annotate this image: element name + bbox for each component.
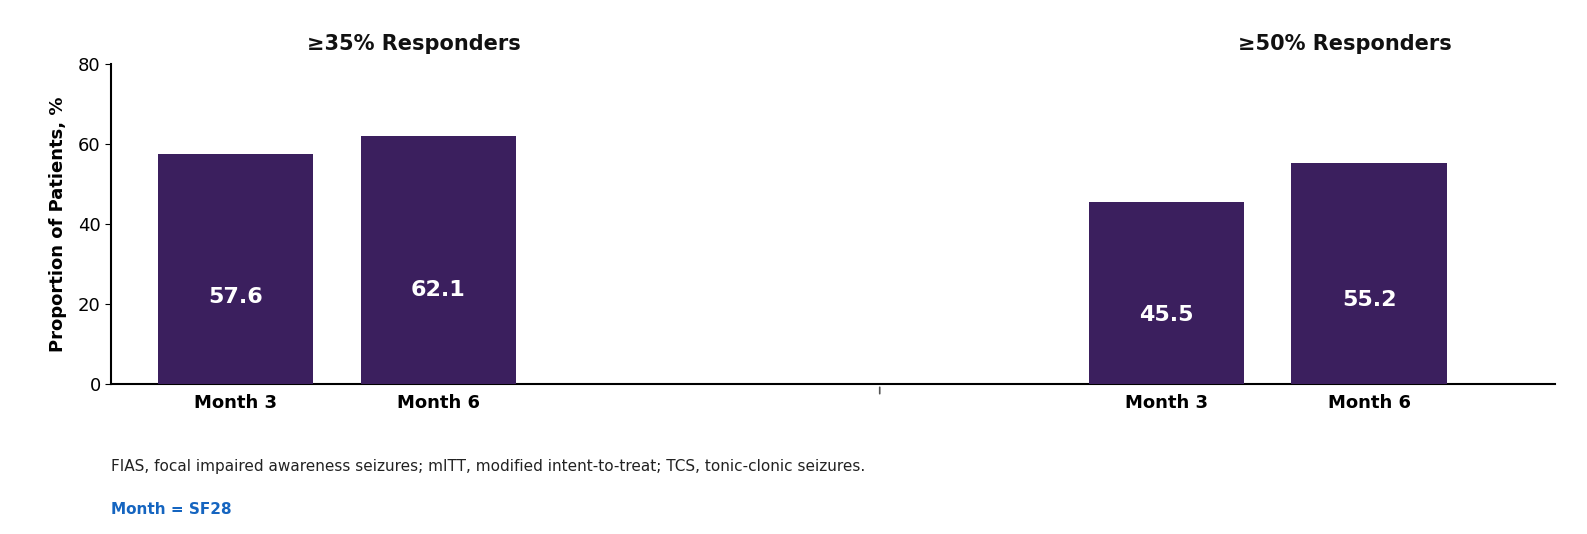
- Y-axis label: Proportion of Patients, %: Proportion of Patients, %: [49, 97, 67, 352]
- Text: 45.5: 45.5: [1139, 305, 1193, 325]
- Text: 55.2: 55.2: [1343, 290, 1397, 310]
- Text: FIAS, focal impaired awareness seizures; mITT, modified intent-to-treat; TCS, to: FIAS, focal impaired awareness seizures;…: [111, 459, 865, 474]
- Bar: [360, 136, 516, 384]
- Bar: [157, 154, 313, 384]
- Text: ≥35% Responders: ≥35% Responders: [308, 34, 521, 54]
- Text: 57.6: 57.6: [208, 287, 262, 307]
- Text: ≥50% Responders: ≥50% Responders: [1238, 34, 1452, 54]
- Text: Month = SF28: Month = SF28: [111, 502, 232, 517]
- Text: 62.1: 62.1: [411, 280, 465, 300]
- Bar: [1089, 202, 1244, 384]
- Bar: [1292, 163, 1447, 384]
